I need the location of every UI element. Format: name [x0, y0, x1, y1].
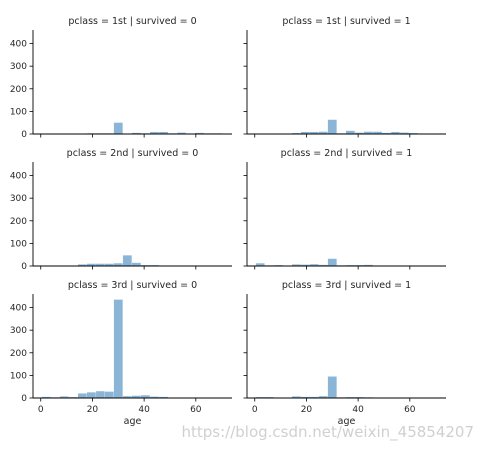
y-tick-label: 400 — [10, 172, 27, 182]
histogram-bar — [87, 263, 96, 266]
x-tick-label: 0 — [38, 405, 44, 415]
histogram-bar — [301, 264, 310, 266]
facet-title: pclass = 1st | survived = 0 — [68, 16, 196, 27]
y-tick-label: 100 — [10, 239, 27, 249]
histogram-bar — [318, 131, 328, 134]
histogram-bar — [150, 131, 159, 134]
histogram-bar — [291, 264, 301, 266]
histogram-bar — [150, 396, 159, 398]
x-tick-label: 20 — [301, 405, 313, 415]
facet-panel: pclass = 3rd | survived = 1 0 20 40 60 age — [243, 280, 446, 427]
y-tick-label: 400 — [10, 304, 27, 314]
histogram-bar — [310, 264, 319, 266]
y-tick-label: 0 — [21, 130, 27, 140]
x-tick-label: 0 — [252, 405, 258, 415]
histogram-bar — [77, 393, 87, 398]
facet-title: pclass = 3rd | survived = 0 — [68, 280, 197, 291]
histogram-bar — [96, 263, 105, 266]
histogram-bar — [77, 264, 87, 266]
histogram-bar — [113, 299, 123, 398]
facet-panel: pclass = 2nd | survived = 0 0 100 200 300 400 — [10, 148, 232, 272]
y-tick-label: 300 — [10, 62, 27, 72]
facet-title: pclass = 2nd | survived = 0 — [67, 148, 199, 159]
y-tick-label: 0 — [21, 394, 27, 404]
x-axis-label: age — [124, 416, 142, 427]
histogram-bar — [364, 264, 373, 266]
histogram-bar — [104, 391, 114, 398]
histogram-bar — [113, 122, 123, 134]
histogram-bar — [159, 396, 168, 398]
histogram-bar — [59, 396, 69, 398]
histogram-bar — [345, 130, 355, 134]
x-tick-label: 40 — [352, 405, 364, 415]
histogram-bar — [327, 119, 337, 134]
x-tick-label: 20 — [87, 405, 99, 415]
facet-panel: pclass = 3rd | survived = 00100200300400… — [10, 280, 232, 427]
y-tick-label: 200 — [10, 217, 27, 227]
histogram-bar — [41, 396, 51, 398]
histogram-bar — [104, 263, 114, 266]
histogram-bar — [291, 396, 301, 398]
histogram-bar — [318, 396, 328, 398]
histogram-bar — [87, 392, 96, 398]
histogram-bar — [400, 132, 409, 134]
y-tick-label: 100 — [10, 107, 27, 117]
histogram-bar — [301, 396, 310, 398]
histogram-bar — [364, 131, 373, 134]
x-axis-label: age — [338, 416, 356, 427]
y-tick-label: 100 — [10, 371, 27, 381]
histogram-bar — [195, 132, 204, 134]
histogram-bar — [327, 258, 337, 266]
facet-panel: pclass = 1st | survived = 1 — [243, 16, 446, 138]
y-tick-label: 400 — [10, 40, 27, 50]
histogram-bar — [355, 132, 364, 134]
y-tick-label: 200 — [10, 85, 27, 95]
histogram-bar — [255, 263, 265, 266]
histogram-bar — [318, 264, 328, 266]
histogram-bar — [131, 395, 141, 398]
y-tick-label: 200 — [10, 349, 27, 359]
histogram-bar — [96, 391, 105, 398]
histogram-bar — [141, 395, 150, 398]
x-tick-label: 40 — [138, 405, 150, 415]
histogram-bar — [122, 255, 132, 266]
histogram-bar — [131, 262, 141, 266]
histogram-bar — [159, 131, 168, 134]
facet-title: pclass = 3rd | survived = 1 — [282, 280, 411, 291]
y-tick-label: 300 — [10, 326, 27, 336]
histogram-bar — [382, 132, 391, 134]
facet-panel: pclass = 1st | survived = 0 0 100 200 300 400 — [10, 16, 232, 140]
facet-title: pclass = 2nd | survived = 1 — [281, 148, 413, 159]
facet-title: pclass = 1st | survived = 1 — [282, 16, 410, 27]
histogram-bar — [310, 396, 319, 398]
histogram-bar — [310, 131, 319, 134]
y-tick-label: 0 — [21, 262, 27, 272]
x-tick-label: 60 — [190, 405, 202, 415]
histogram-bar — [113, 263, 123, 266]
histogram-bar — [327, 376, 337, 398]
histogram-bar — [373, 131, 382, 134]
histogram-bar — [122, 396, 132, 398]
watermark-text: https://blog.csdn.net/weixin_45854207 — [181, 423, 474, 442]
histogram-bar — [131, 132, 141, 134]
x-tick-label: 60 — [404, 405, 416, 415]
histogram-bar — [177, 132, 186, 134]
histogram-bar — [301, 131, 310, 134]
histogram-bar — [391, 131, 400, 134]
facet-panel: pclass = 2nd | survived = 1 — [243, 148, 446, 270]
y-tick-label: 300 — [10, 194, 27, 204]
